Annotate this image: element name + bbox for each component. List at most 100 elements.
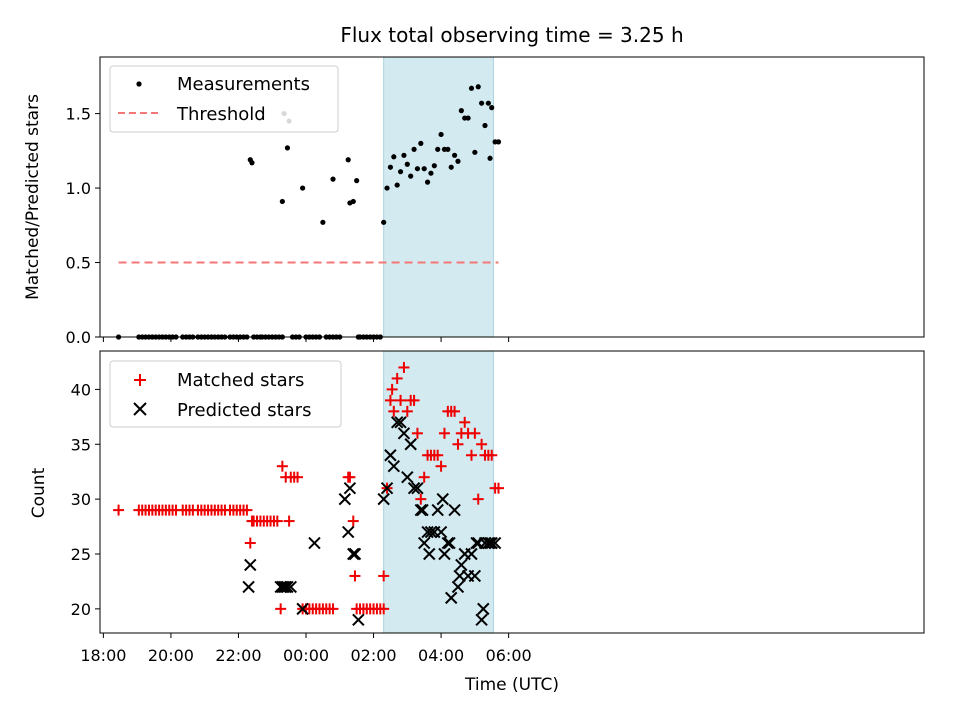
predicted-star-point (465, 547, 478, 561)
predicted-star-point (390, 416, 404, 429)
observing-span-bottom (383, 350, 494, 634)
matched-star-point (292, 471, 304, 483)
matched-star-point (476, 438, 488, 450)
predicted-star-point (377, 492, 390, 506)
measurement-point (479, 100, 485, 106)
measurement-point (284, 145, 291, 151)
matched-star-point (276, 460, 288, 472)
predicted-star-point (417, 536, 431, 550)
matched-star-point (401, 405, 413, 417)
matched-star-point (469, 427, 481, 439)
measurement-point (465, 115, 471, 121)
measurement-point (320, 219, 326, 225)
legend-predicted-marker (133, 402, 147, 416)
matched-star-point (415, 493, 427, 505)
top-panel-marks (115, 84, 502, 340)
matched-star-point (378, 603, 390, 615)
predicted-star-point (483, 536, 497, 550)
measurement-point (482, 122, 488, 129)
measurement-point (489, 105, 495, 111)
predicted-star-point (387, 460, 401, 473)
x-tick-label: 02:00 (350, 646, 396, 665)
predicted-star-point (411, 481, 424, 495)
matched-star-point (418, 471, 430, 483)
predicted-star-point (352, 613, 365, 627)
predicted-star-point (397, 427, 411, 440)
matched-star-point (411, 427, 423, 439)
legend-matched-marker (134, 374, 146, 386)
predicted-star-point (384, 449, 397, 462)
predicted-star-point (488, 536, 502, 550)
measurement-point (435, 146, 441, 152)
measurement-point (451, 152, 458, 158)
measurement-point (404, 161, 410, 167)
predicted-star-point (424, 525, 438, 539)
matched-star-point (347, 515, 359, 527)
top-legend: Measurements Threshold (109, 65, 339, 133)
x-tick-label: 00:00 (283, 646, 329, 665)
top-y-ticks: 0.0 0.5 1.0 1.5 (66, 105, 100, 347)
measurement-point (414, 166, 421, 172)
observing-span-top (383, 56, 494, 338)
matched-star-point (271, 515, 283, 527)
legend-measurements-marker (136, 81, 142, 87)
predicted-star-point (343, 481, 357, 495)
y-tick-label: 0.5 (66, 254, 91, 273)
matched-star-point (486, 449, 498, 461)
measurement-point (401, 152, 407, 158)
measurement-point (455, 158, 461, 164)
predicted-star-point (407, 481, 421, 495)
measurement-point (394, 182, 400, 188)
matched-star-point (459, 416, 471, 428)
predicted-star-point (338, 492, 352, 506)
x-tick-label: 18:00 (80, 646, 126, 665)
x-tick-label: 22:00 (215, 646, 261, 665)
x-tick-label: 20:00 (148, 646, 194, 665)
bottom-y-axis-label: Count (29, 467, 49, 518)
measurement-point (431, 163, 437, 169)
bottom-y-ticks: 20 25 30 35 40 (71, 380, 100, 619)
bottom-panel-marks (113, 361, 504, 627)
x-tick-label: 06:00 (486, 646, 532, 665)
top-panel: 0.0 0.5 1.0 1.5 Matched/Predicted stars Mea… (23, 56, 925, 347)
measurement-point (397, 169, 404, 175)
measurement-point (350, 198, 356, 205)
predicted-star-point (455, 558, 468, 572)
matched-star-point (465, 449, 477, 461)
predicted-star-point (445, 591, 458, 605)
y-tick-label: 20 (71, 600, 91, 619)
measurement-point (475, 84, 481, 90)
predicted-star-point (296, 602, 309, 616)
matched-star-point (408, 394, 420, 406)
bottom-x-ticks: 18:00 20:00 22:00 00:00 02:00 04:00 06:00 (80, 633, 532, 665)
predicted-star-point (401, 470, 414, 484)
predicted-star-point (244, 558, 257, 572)
measurement-point (418, 140, 424, 146)
measurement-point (424, 179, 431, 185)
matched-star-point (241, 504, 253, 516)
y-tick-label: 35 (71, 435, 91, 454)
legend-matched-label: Matched stars (177, 370, 304, 391)
chart-title: Flux total observing time = 3.25 h (340, 23, 683, 47)
matched-star-point (244, 537, 256, 549)
matched-star-point (327, 603, 339, 615)
predicted-star-point (348, 547, 362, 561)
predicted-star-point (416, 503, 429, 517)
matched-star-point (391, 372, 403, 384)
predicted-star-point (448, 503, 461, 517)
legend-predicted-label: Predicted stars (177, 400, 311, 421)
matched-star-point (388, 405, 400, 417)
y-tick-label: 0.0 (66, 328, 91, 347)
predicted-star-point (342, 525, 355, 539)
bottom-panel: 20 25 30 35 40 18:00 20:00 22:00 00:00 02:00 04:0… (29, 350, 925, 695)
matched-star-point (344, 471, 356, 483)
predicted-star-point (451, 580, 465, 594)
predicted-star-point (485, 536, 498, 550)
measurement-point (411, 146, 417, 152)
measurement-point (381, 219, 387, 225)
matched-star-point (113, 504, 125, 516)
predicted-star-point (438, 547, 451, 561)
predicted-star-point (436, 492, 449, 506)
matched-star-point (283, 515, 295, 527)
